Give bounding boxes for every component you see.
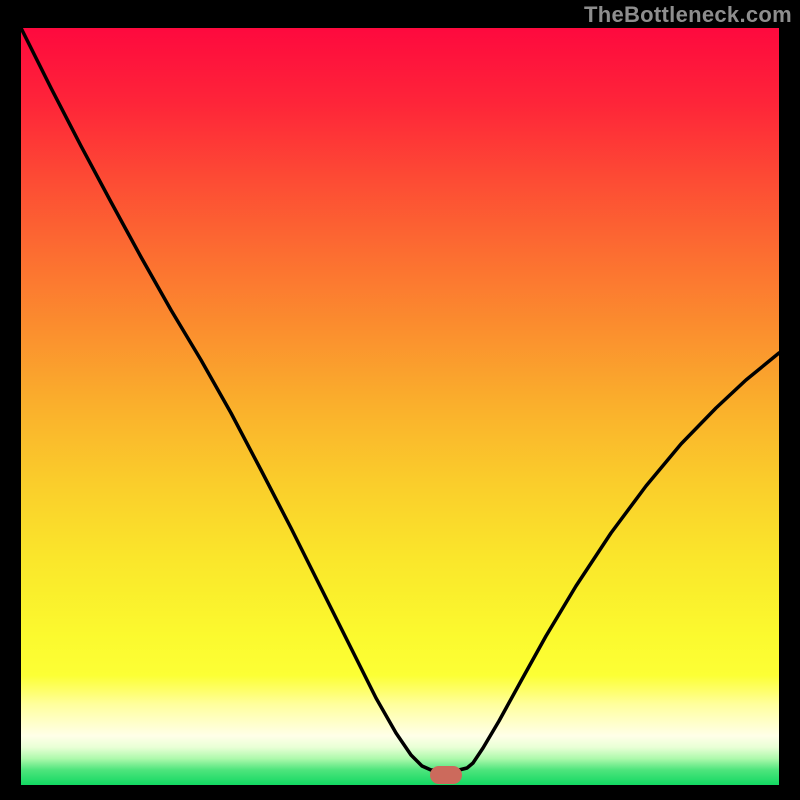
optimum-marker (430, 766, 462, 784)
bottleneck-curve-chart (21, 28, 779, 785)
plot-background (21, 28, 779, 785)
watermark-text: TheBottleneck.com (584, 2, 792, 28)
chart-frame: TheBottleneck.com (0, 0, 800, 800)
